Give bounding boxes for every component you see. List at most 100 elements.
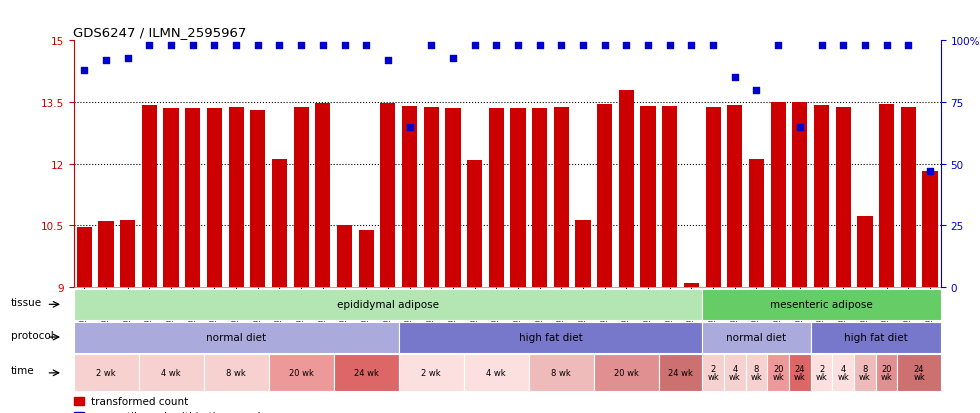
Bar — [337, 225, 352, 287]
Point — [706, 43, 721, 50]
Point — [813, 43, 829, 50]
Point — [293, 43, 309, 50]
Bar — [98, 221, 114, 287]
Text: 20 wk: 20 wk — [613, 368, 639, 377]
Bar — [423, 108, 439, 287]
Bar — [511, 109, 525, 287]
Point — [901, 43, 916, 50]
Text: 4
wk: 4 wk — [837, 364, 849, 382]
Text: 4
wk: 4 wk — [729, 364, 741, 382]
Bar — [380, 104, 396, 287]
Bar — [597, 105, 612, 287]
Text: GDS6247 / ILMN_2595967: GDS6247 / ILMN_2595967 — [73, 26, 246, 39]
Point — [575, 43, 591, 50]
Point — [792, 124, 808, 131]
Point — [380, 58, 396, 64]
Bar — [228, 108, 244, 287]
Text: percentile rank within the sample: percentile rank within the sample — [90, 411, 267, 413]
Bar — [121, 221, 135, 287]
Point — [402, 124, 417, 131]
Point — [141, 43, 157, 50]
Bar — [901, 108, 916, 287]
Point — [488, 43, 504, 50]
Point — [749, 87, 764, 94]
Point — [554, 43, 569, 50]
Bar — [814, 106, 829, 287]
Point — [922, 168, 938, 175]
Point — [98, 58, 114, 64]
Bar — [532, 109, 547, 287]
Bar — [207, 109, 222, 287]
Text: tissue: tissue — [11, 297, 42, 307]
Text: 8 wk: 8 wk — [226, 368, 246, 377]
Bar — [271, 160, 287, 287]
Point — [207, 43, 222, 50]
Point — [684, 43, 700, 50]
Point — [466, 43, 482, 50]
Point — [250, 43, 266, 50]
Bar — [879, 105, 894, 287]
Bar — [836, 108, 851, 287]
Text: 8 wk: 8 wk — [552, 368, 571, 377]
Bar — [858, 216, 872, 287]
Bar — [706, 108, 720, 287]
Bar — [792, 103, 808, 287]
Point — [597, 43, 612, 50]
Point — [445, 55, 461, 62]
Point — [228, 43, 244, 50]
Bar — [489, 109, 504, 287]
Bar — [74, 397, 83, 405]
Bar — [250, 111, 266, 287]
Point — [164, 43, 179, 50]
Text: high fat diet: high fat diet — [844, 332, 907, 342]
Text: mesenteric adipose: mesenteric adipose — [770, 299, 873, 310]
Text: 2 wk: 2 wk — [96, 368, 116, 377]
Text: 2 wk: 2 wk — [421, 368, 441, 377]
Text: time: time — [11, 365, 34, 375]
Bar — [749, 160, 764, 287]
Point — [532, 43, 548, 50]
Bar — [662, 107, 677, 287]
Bar — [618, 91, 634, 287]
Bar — [294, 108, 309, 287]
Text: 4 wk: 4 wk — [162, 368, 181, 377]
Text: 20
wk: 20 wk — [881, 364, 893, 382]
Bar — [142, 106, 157, 287]
Text: normal diet: normal diet — [206, 332, 267, 342]
Point — [337, 43, 353, 50]
Bar — [770, 103, 786, 287]
Text: protocol: protocol — [11, 330, 54, 340]
Text: transformed count: transformed count — [90, 396, 188, 406]
Point — [727, 75, 743, 81]
Text: normal diet: normal diet — [726, 332, 787, 342]
Point — [858, 43, 873, 50]
Text: epididymal adipose: epididymal adipose — [337, 299, 439, 310]
Point — [640, 43, 656, 50]
Bar — [185, 109, 200, 287]
Bar — [445, 109, 461, 287]
Point — [120, 55, 135, 62]
Bar — [554, 108, 569, 287]
Text: 24
wk: 24 wk — [913, 364, 925, 382]
Text: 8
wk: 8 wk — [751, 364, 762, 382]
Point — [185, 43, 201, 50]
Text: 2
wk: 2 wk — [708, 364, 719, 382]
Text: 20 wk: 20 wk — [289, 368, 314, 377]
Bar — [575, 221, 591, 287]
Point — [271, 43, 287, 50]
Point — [879, 43, 895, 50]
Point — [359, 43, 374, 50]
Bar — [922, 171, 938, 287]
Bar — [684, 284, 699, 287]
Text: 24 wk: 24 wk — [668, 368, 693, 377]
Bar — [359, 230, 373, 287]
Point — [770, 43, 786, 50]
Text: 24 wk: 24 wk — [354, 368, 378, 377]
Bar — [467, 161, 482, 287]
Text: 4 wk: 4 wk — [486, 368, 506, 377]
Point — [835, 43, 851, 50]
Bar — [641, 107, 656, 287]
Text: 20
wk: 20 wk — [772, 364, 784, 382]
Text: high fat diet: high fat diet — [518, 332, 582, 342]
Point — [511, 43, 526, 50]
